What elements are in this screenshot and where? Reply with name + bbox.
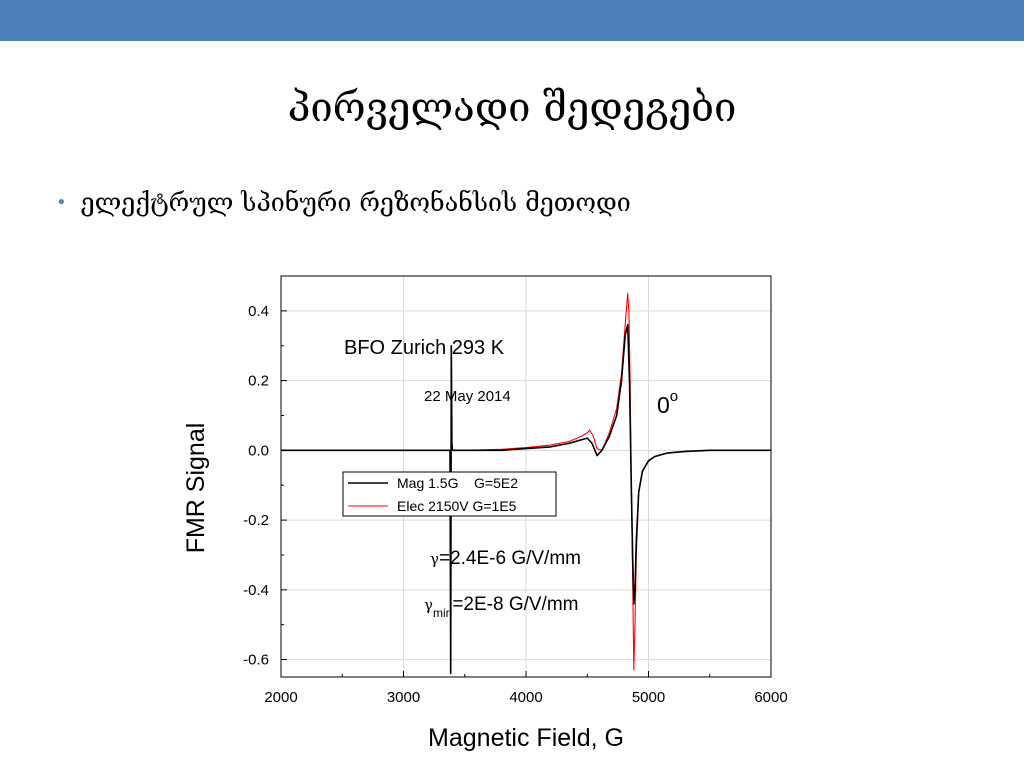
gamma-annotation: γ=2.4E-6 G/V/mm bbox=[430, 548, 581, 569]
chart-legend: Mag 1.5G G=5E2 Elec 2150V G=1E5 bbox=[342, 471, 557, 517]
y-tick-label: -0.4 bbox=[243, 582, 269, 599]
gamma-min-subscript: min bbox=[433, 606, 452, 620]
y-tick-label: 0.0 bbox=[248, 442, 269, 459]
gamma-min-annotation: γmin=2E-8 G/V/mm bbox=[424, 594, 578, 620]
series-lines bbox=[281, 292, 771, 675]
date-annotation: 22 May 2014 bbox=[424, 388, 511, 405]
x-tick-label: 6000 bbox=[754, 689, 787, 706]
gamma-symbol: γ bbox=[430, 550, 439, 568]
x-axis-label: Magnetic Field, G bbox=[428, 724, 624, 752]
y-tick-label: -0.2 bbox=[243, 512, 269, 529]
slide-title: პირველადი შედეგები bbox=[287, 85, 737, 131]
legend-label-mag: Mag 1.5G G=5E2 bbox=[397, 475, 518, 491]
y-tick-label: 0.2 bbox=[248, 373, 269, 390]
series-line-mag bbox=[281, 323, 771, 675]
plot-frame bbox=[280, 275, 772, 678]
angle-degree: o bbox=[670, 388, 678, 405]
gamma-value: =2.4E-6 G/V/mm bbox=[439, 548, 581, 569]
sample-annotation: BFO Zurich 293 K bbox=[344, 337, 505, 359]
x-tick-label: 3000 bbox=[387, 689, 420, 706]
x-tick-label: 2000 bbox=[264, 689, 297, 706]
angle-value: 0 bbox=[657, 392, 670, 418]
gamma-min-value: =2E-8 G/V/mm bbox=[452, 594, 578, 615]
y-tick-label: 0.4 bbox=[248, 303, 269, 320]
y-axis-label: FMR Signal bbox=[182, 423, 210, 554]
x-tick-label: 5000 bbox=[632, 689, 665, 706]
y-tick-label: -0.6 bbox=[243, 652, 269, 669]
bullet-text: ელექტრულ სპინური რეზონანსის მეთოდი bbox=[80, 188, 631, 217]
bullet-item: • ელექტრულ სპინური რეზონანსის მეთოდი bbox=[56, 188, 631, 217]
bullet-dot-icon: • bbox=[56, 192, 67, 213]
axis-ticks: 2000 3000 4000 5000 6000 0.4 0.2 0.0 -0.2 -0.4 -0.… bbox=[243, 303, 788, 706]
slide-top-bar bbox=[0, 0, 1024, 41]
angle-annotation: 0o bbox=[657, 388, 678, 418]
gamma-min-symbol: γ bbox=[424, 596, 433, 614]
x-tick-label: 4000 bbox=[509, 689, 542, 706]
legend-box bbox=[342, 471, 557, 517]
legend-label-elec: Elec 2150V G=1E5 bbox=[397, 498, 517, 514]
